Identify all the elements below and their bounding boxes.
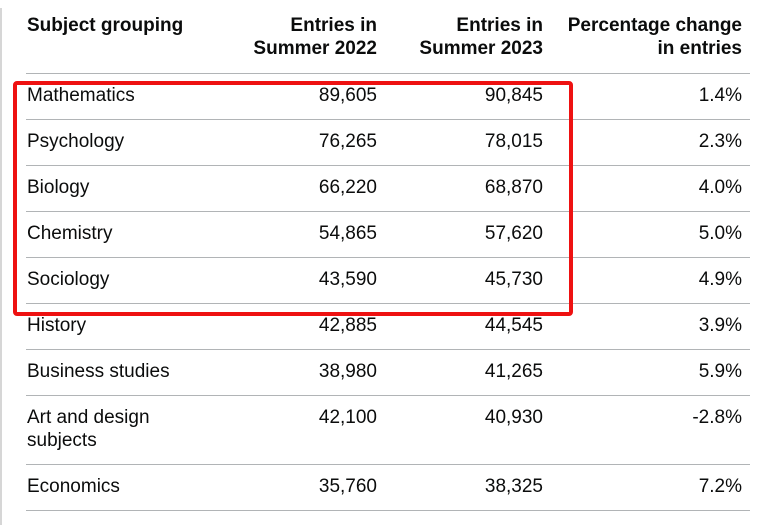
pct-change-cell: 3.9% bbox=[543, 303, 750, 350]
table-row: Art and design subjects 42,100 40,930 -2.8% bbox=[26, 395, 750, 465]
entries-2023-cell: 90,845 bbox=[377, 73, 543, 120]
pct-change-cell: 1.4% bbox=[543, 73, 750, 120]
entries-2022-cell: 43,590 bbox=[236, 257, 377, 304]
column-header-entries-summer-2022: Entries in Summer 2022 bbox=[236, 8, 377, 74]
entries-2022-cell: 66,220 bbox=[236, 165, 377, 212]
pct-change-cell: 4.0% bbox=[543, 165, 750, 212]
subject-entries-report-page: Subject grouping Entries in Summer 2022 … bbox=[2, 8, 759, 525]
table-body: Mathematics 89,605 90,845 1.4% Psychology 76,… bbox=[26, 73, 750, 511]
pct-change-cell: 5.0% bbox=[543, 211, 750, 258]
column-header-entries-summer-2023: Entries in Summer 2023 bbox=[377, 8, 543, 74]
subject-cell: Biology bbox=[26, 165, 236, 212]
column-header-subject-grouping: Subject grouping bbox=[26, 8, 236, 74]
subject-entries-table: Subject grouping Entries in Summer 2022 … bbox=[26, 8, 750, 511]
entries-2023-cell: 78,015 bbox=[377, 119, 543, 166]
entries-2022-cell: 38,980 bbox=[236, 349, 377, 396]
column-header-percentage-change: Percentage change in entries bbox=[543, 8, 750, 74]
subject-cell: Sociology bbox=[26, 257, 236, 304]
pct-change-cell: 7.2% bbox=[543, 464, 750, 511]
entries-2023-cell: 57,620 bbox=[377, 211, 543, 258]
subject-cell: Economics bbox=[26, 464, 236, 511]
table-row: Chemistry 54,865 57,620 5.0% bbox=[26, 211, 750, 258]
table-row: Sociology 43,590 45,730 4.9% bbox=[26, 257, 750, 304]
entries-2022-cell: 89,605 bbox=[236, 73, 377, 120]
pct-change-cell: 5.9% bbox=[543, 349, 750, 396]
table-row: Economics 35,760 38,325 7.2% bbox=[26, 464, 750, 511]
subject-cell: Business studies bbox=[26, 349, 236, 396]
table-row: Mathematics 89,605 90,845 1.4% bbox=[26, 73, 750, 120]
subject-cell: Chemistry bbox=[26, 211, 236, 258]
table-row: Biology 66,220 68,870 4.0% bbox=[26, 165, 750, 212]
subject-cell: Psychology bbox=[26, 119, 236, 166]
table-row: Psychology 76,265 78,015 2.3% bbox=[26, 119, 750, 166]
subject-cell: Mathematics bbox=[26, 73, 236, 120]
entries-2022-cell: 35,760 bbox=[236, 464, 377, 511]
entries-2023-cell: 68,870 bbox=[377, 165, 543, 212]
entries-2022-cell: 42,100 bbox=[236, 395, 377, 465]
subject-cell: History bbox=[26, 303, 236, 350]
subject-cell: Art and design subjects bbox=[26, 395, 236, 465]
entries-2022-cell: 54,865 bbox=[236, 211, 377, 258]
table-row: Business studies 38,980 41,265 5.9% bbox=[26, 349, 750, 396]
entries-2023-cell: 41,265 bbox=[377, 349, 543, 396]
entries-2022-cell: 76,265 bbox=[236, 119, 377, 166]
table-header-row: Subject grouping Entries in Summer 2022 … bbox=[26, 8, 750, 74]
table-row: History 42,885 44,545 3.9% bbox=[26, 303, 750, 350]
entries-2023-cell: 38,325 bbox=[377, 464, 543, 511]
pct-change-cell: -2.8% bbox=[543, 395, 750, 465]
entries-2022-cell: 42,885 bbox=[236, 303, 377, 350]
entries-2023-cell: 45,730 bbox=[377, 257, 543, 304]
pct-change-cell: 4.9% bbox=[543, 257, 750, 304]
entries-2023-cell: 44,545 bbox=[377, 303, 543, 350]
entries-2023-cell: 40,930 bbox=[377, 395, 543, 465]
pct-change-cell: 2.3% bbox=[543, 119, 750, 166]
